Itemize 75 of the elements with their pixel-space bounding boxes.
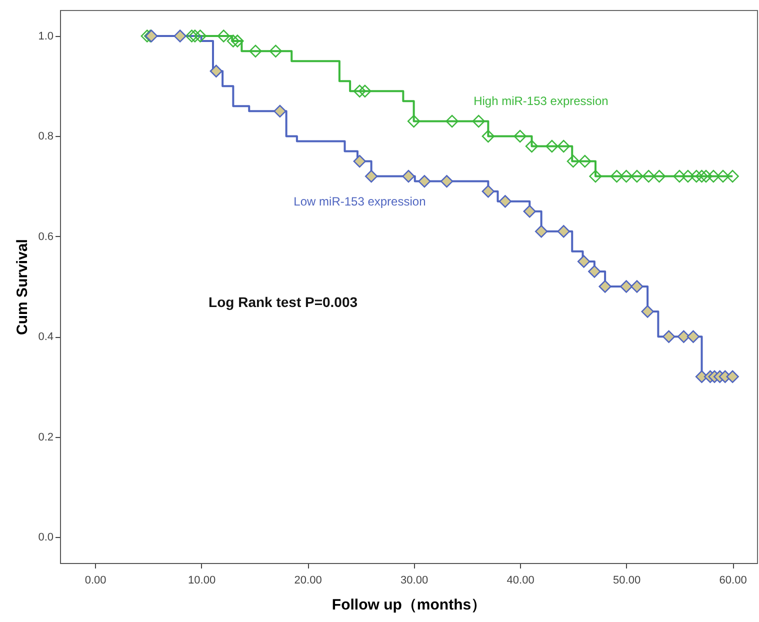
point [620, 280, 633, 293]
y-tick-label: 0.6 [38, 230, 54, 243]
point [673, 170, 686, 183]
point [686, 330, 700, 343]
point [726, 370, 739, 384]
point [231, 34, 244, 48]
point [194, 30, 207, 42]
point [440, 174, 454, 188]
point [620, 170, 633, 183]
point [358, 84, 372, 98]
point [418, 174, 431, 188]
point [566, 154, 580, 168]
x-tick-label: 60.00 [719, 574, 747, 586]
point [641, 305, 654, 318]
point [534, 225, 548, 238]
point [498, 194, 512, 208]
x-tick-label: 10.00 [188, 574, 216, 586]
point [677, 330, 690, 343]
y-tick-label: 0.4 [38, 331, 54, 344]
point [546, 140, 558, 153]
y-tick-label: 1.0 [38, 30, 54, 43]
point [523, 205, 536, 218]
point [353, 84, 366, 98]
point [482, 184, 495, 198]
point [557, 140, 570, 153]
x-tick-label: 20.00 [294, 574, 322, 586]
point [682, 170, 694, 183]
y-tick-label: 0.2 [38, 431, 54, 444]
point [690, 170, 703, 183]
point [210, 64, 223, 78]
point [662, 330, 676, 343]
y-tick-label: 0.8 [38, 130, 54, 143]
point [217, 30, 230, 42]
y-tick-label: 0.0 [38, 531, 54, 544]
point [726, 170, 739, 183]
point [716, 170, 730, 183]
point [185, 30, 198, 42]
point [226, 34, 240, 48]
x-axis-title: Follow up（months） [332, 596, 486, 614]
point [407, 114, 420, 128]
point [588, 265, 601, 278]
point [610, 170, 624, 183]
point [364, 170, 378, 183]
point [707, 170, 720, 183]
series-label: Low miR-153 expression [294, 194, 426, 208]
series-label: High miR-153 expression [474, 94, 608, 108]
point [598, 280, 612, 293]
point [578, 154, 592, 168]
point [700, 170, 712, 183]
point [630, 170, 644, 183]
point [642, 170, 655, 183]
x-tick-label: 40.00 [506, 574, 534, 586]
point [557, 225, 570, 238]
annotation: Log Rank test P=0.003 [208, 294, 358, 310]
y-axis-title: Cum Survival [14, 239, 32, 335]
point [269, 44, 282, 58]
point [630, 280, 644, 293]
point [174, 30, 186, 42]
point [249, 44, 262, 58]
x-tick-label: 0.00 [84, 574, 106, 586]
point [353, 154, 366, 168]
point [514, 130, 526, 143]
point [695, 170, 708, 183]
x-tick-label: 50.00 [613, 574, 641, 586]
point [402, 170, 415, 183]
x-tick-label: 30.00 [400, 574, 428, 586]
point [482, 130, 495, 143]
point [577, 255, 590, 268]
point [446, 114, 458, 128]
point [274, 104, 286, 118]
point [652, 170, 666, 183]
point [525, 140, 538, 153]
point [589, 170, 602, 183]
point [188, 30, 202, 42]
point [472, 114, 485, 128]
